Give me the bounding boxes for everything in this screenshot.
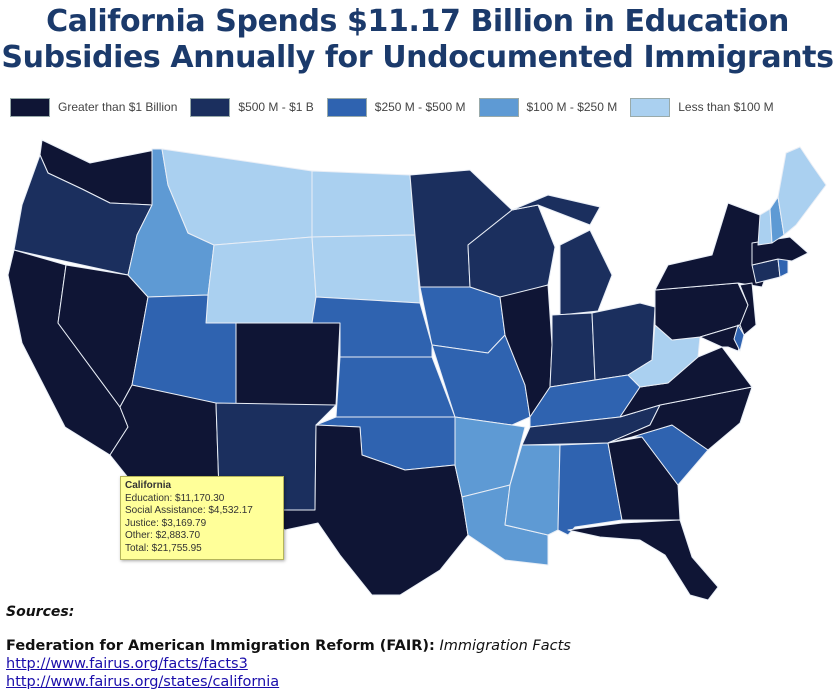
- state-in[interactable]: [549, 312, 596, 388]
- legend-item-500m-1b[interactable]: $500 M - $1 B: [190, 97, 314, 117]
- tooltip-line-education: Education: $11,170.30: [125, 492, 225, 504]
- state-sd[interactable]: [311, 234, 421, 304]
- state-ri[interactable]: [777, 258, 789, 278]
- title-line-2: Subsidies Annually for Undocumented Immi…: [1, 40, 834, 75]
- legend-item-250m-500m[interactable]: $250 M - $500 M: [326, 97, 466, 117]
- state-co[interactable]: [235, 322, 341, 411]
- legend-item-gt-1b[interactable]: Greater than $1 Billion: [10, 97, 178, 117]
- legend-label: Less than $100 M: [678, 100, 774, 114]
- state-ia[interactable]: [419, 286, 506, 354]
- legend-item-lt-100m[interactable]: Less than $100 M: [630, 97, 774, 117]
- state-mi[interactable]: [559, 229, 613, 316]
- source-publication: Immigration Facts: [439, 638, 571, 654]
- legend: Greater than $1 Billion $500 M - $1 B $2…: [10, 96, 787, 118]
- legend-label: $250 M - $500 M: [374, 100, 466, 114]
- title-line-1: California Spends $11.17 Billion in Educ…: [46, 4, 789, 39]
- tooltip-line-other: Other: $2,883.70: [125, 530, 201, 541]
- legend-item-100m-250m[interactable]: $100 M - $250 M: [478, 97, 618, 117]
- legend-label: $100 M - $250 M: [526, 100, 618, 114]
- tooltip-line-justice: Justice: $3,169.79: [125, 517, 207, 529]
- state-ks[interactable]: [335, 356, 456, 418]
- legend-label: $500 M - $1 B: [238, 100, 314, 114]
- sources-heading: Sources:: [6, 604, 75, 620]
- source-link-california[interactable]: http://www.fairus.org/states/california: [6, 674, 280, 690]
- source-reference: Federation for American Immigration Refo…: [6, 638, 571, 654]
- state-md[interactable]: [699, 324, 745, 352]
- tooltip-line-total: Total: $21,755.95: [125, 542, 202, 554]
- state-mi-up[interactable]: [511, 194, 601, 226]
- state-ga[interactable]: [607, 436, 681, 521]
- source-link-facts[interactable]: http://www.fairus.org/facts/facts3: [6, 656, 248, 672]
- legend-swatch: [326, 97, 367, 117]
- state-de[interactable]: [733, 324, 745, 352]
- state-nd[interactable]: [311, 170, 416, 238]
- tooltip-title: California: [125, 480, 172, 491]
- legend-swatch: [10, 97, 50, 117]
- legend-swatch: [190, 97, 231, 117]
- legend-swatch: [630, 97, 671, 117]
- legend-swatch: [478, 97, 519, 117]
- tooltip-line-social-assistance: Social Assistance: $4,532.17: [125, 505, 253, 516]
- state-wy[interactable]: [205, 236, 317, 324]
- state-fl[interactable]: [567, 519, 719, 600]
- source-org: Federation for American Immigration Refo…: [6, 638, 435, 654]
- state-tooltip: California Education: $11,170.30 Social …: [120, 476, 284, 560]
- map-title: California Spends $11.17 Billion in Educ…: [0, 4, 835, 76]
- state-nc[interactable]: [607, 386, 753, 451]
- state-me[interactable]: [777, 146, 827, 236]
- legend-label: Greater than $1 Billion: [58, 100, 178, 114]
